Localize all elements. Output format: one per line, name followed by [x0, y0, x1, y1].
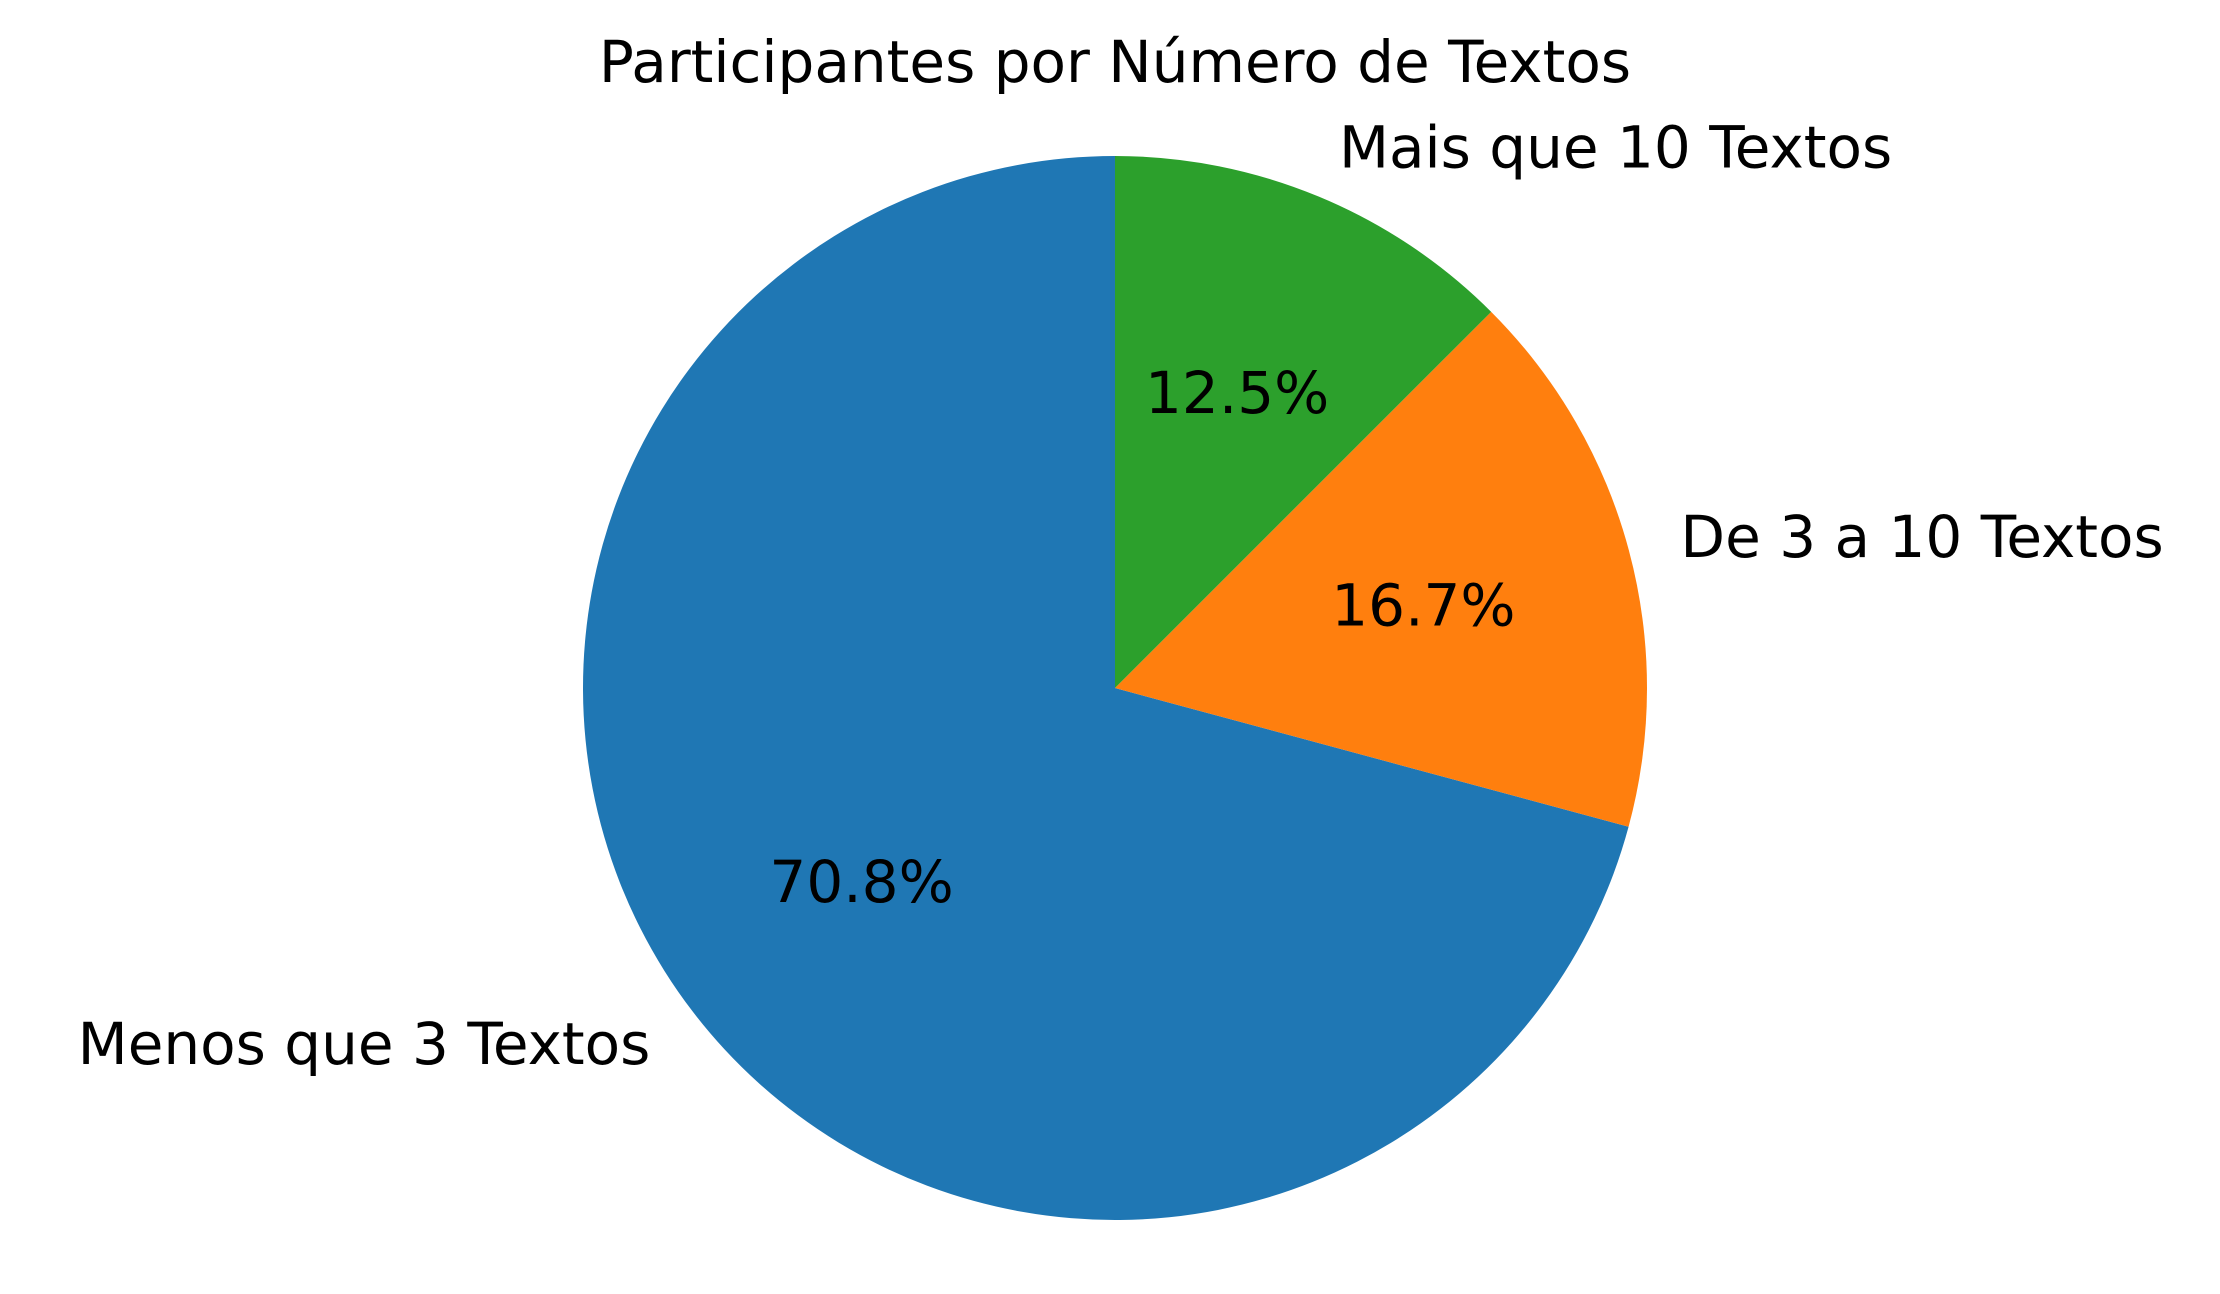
- pie-value-label-mais-que-10-textos: 12.5%: [1145, 359, 1329, 427]
- pie-slice-de-3-a-10-textos: [1115, 311, 1647, 827]
- pie-value-label-menos-que-3-textos: 70.8%: [769, 848, 953, 916]
- pie-value-label-de-3-a-10-textos: 16.7%: [1331, 572, 1515, 640]
- pie-slice-menos-que-3-textos: [583, 156, 1629, 1220]
- pie-category-label-mais-que-10-textos: Mais que 10 Textos: [1339, 113, 1892, 181]
- pie-slices: [583, 155, 1647, 1220]
- pie-category-label-de-3-a-10-textos: De 3 a 10 Textos: [1680, 503, 2163, 571]
- pie-slice-mais-que-10-textos: [1115, 155, 1492, 688]
- pie-category-label-menos-que-3-textos: Menos que 3 Textos: [78, 1010, 651, 1078]
- pie-labels: 70.8% Menos que 3 Textos 16.7% De 3 a 10 Te…: [78, 113, 2164, 1077]
- chart-title: Participantes por Número de Textos: [599, 28, 1631, 96]
